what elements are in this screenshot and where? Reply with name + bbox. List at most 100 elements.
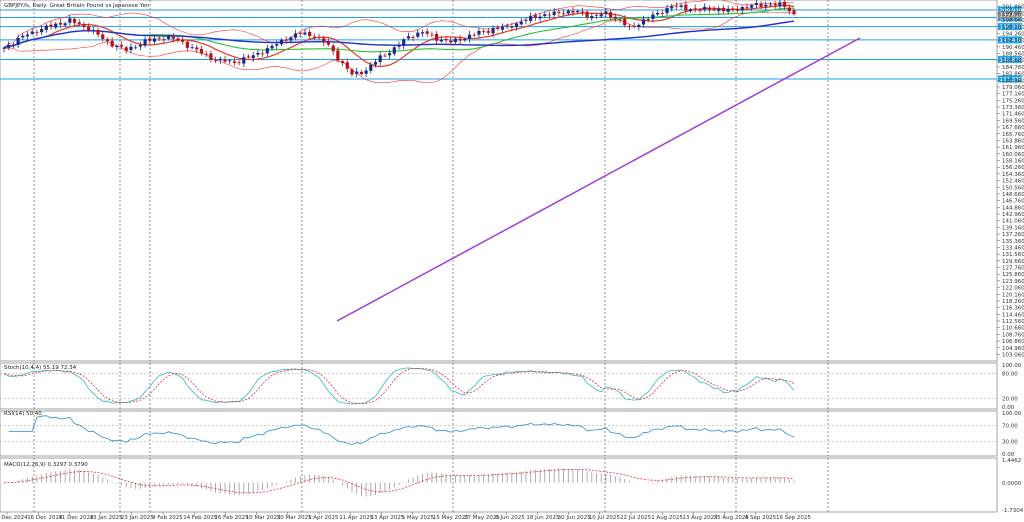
- candle-body: [792, 10, 796, 15]
- candle-body: [547, 14, 552, 16]
- candle-body: [759, 3, 763, 7]
- bollinger-lower: [3, 12, 795, 84]
- candle-body: [674, 5, 679, 7]
- price-axis-label: 139.160: [1002, 225, 1024, 231]
- grid-lines: [33, 0, 829, 512]
- candle-body: [651, 14, 655, 19]
- price-axis-label: 192.360: [1002, 38, 1024, 44]
- panel-axis-label: 0.00: [1002, 405, 1015, 411]
- time-axis-label: 31 Dec 2024: [58, 515, 94, 521]
- candle-body: [467, 34, 472, 39]
- candle-body: [256, 52, 260, 55]
- price-axis-label: 158.160: [1002, 159, 1024, 165]
- candle-body: [392, 47, 396, 54]
- candle-body: [148, 38, 152, 41]
- candle-body: [2, 47, 6, 49]
- candle-body: [124, 47, 128, 51]
- candle-body: [49, 24, 53, 27]
- time-axis-label: 5 May 2025: [402, 515, 435, 521]
- candle-body: [21, 35, 25, 38]
- price-axis-label: 182.860: [1002, 72, 1024, 78]
- level-price-label: 198.790: [1000, 15, 1023, 21]
- candle-body: [40, 29, 44, 33]
- price-axis-label: 173.360: [1002, 105, 1024, 111]
- candle-body: [359, 72, 363, 75]
- candle-body: [63, 23, 67, 26]
- candle-body: [458, 38, 462, 41]
- panel-axis-label: 0.00: [1002, 452, 1015, 458]
- candle-body: [58, 22, 63, 25]
- candle-body: [533, 15, 537, 18]
- candle-body: [237, 61, 241, 63]
- candle-body: [590, 16, 594, 19]
- candle-body: [152, 38, 157, 42]
- level-price-label: 186.870: [1000, 57, 1023, 63]
- candle-body: [482, 31, 486, 33]
- candle-body: [764, 4, 768, 7]
- candle-body: [580, 11, 584, 13]
- candle-body: [707, 7, 711, 10]
- candle-body: [308, 31, 312, 36]
- price-axis-label: 171.460: [1002, 112, 1024, 118]
- candle-body: [604, 11, 608, 14]
- time-axis-label: 20 Mar 2025: [277, 515, 312, 521]
- level-price-tag: [998, 55, 1022, 63]
- stoch-main-line: [3, 367, 795, 405]
- candle-body: [378, 55, 382, 62]
- candle-body: [773, 4, 777, 6]
- candle-body: [303, 32, 307, 35]
- time-axis-label: 26 Feb 2025: [214, 515, 249, 521]
- level-price-label: 192.430: [1000, 38, 1023, 44]
- candle-body: [670, 6, 674, 9]
- candle-body: [538, 16, 542, 19]
- candle-body: [688, 9, 693, 12]
- candle-body: [684, 4, 688, 11]
- price-axis-label: 112.560: [1002, 319, 1024, 325]
- price-axis-label: 131.560: [1002, 252, 1024, 258]
- candle-body: [298, 33, 302, 34]
- candle-body: [754, 3, 758, 6]
- candlesticks: [2, 0, 796, 78]
- current-price-tag: [998, 11, 1022, 19]
- candle-body: [472, 34, 476, 36]
- panel-axis-label: 1.4462: [1002, 458, 1021, 464]
- candle-body: [101, 34, 105, 39]
- candle-body: [322, 38, 326, 43]
- candle-body: [326, 41, 331, 45]
- price-axis-label: 116.360: [1002, 306, 1024, 312]
- candle-body: [420, 32, 425, 34]
- candle-body: [181, 40, 185, 42]
- candle-body: [609, 12, 613, 18]
- candle-body: [44, 25, 48, 30]
- price-axis-label: 106.860: [1002, 339, 1024, 345]
- price-axis-label: 129.660: [1002, 259, 1024, 265]
- candle-body: [491, 28, 495, 34]
- candle-body: [134, 47, 138, 49]
- candle-body: [166, 36, 171, 39]
- candle-body: [656, 12, 660, 15]
- panel-axis-label: 70.00: [1002, 423, 1018, 429]
- candle-body: [35, 32, 39, 34]
- trend-line: [336, 37, 861, 322]
- candle-body: [246, 56, 251, 58]
- candle-body: [387, 53, 392, 56]
- candle-body: [693, 8, 697, 10]
- candle-body: [91, 30, 95, 31]
- macd-signal-line: [3, 469, 795, 494]
- price-axis-label: 123.960: [1002, 279, 1024, 285]
- candle-body: [646, 19, 650, 20]
- candle-body: [143, 39, 147, 46]
- price-axis-label: 110.660: [1002, 326, 1024, 332]
- stoch-title: Stoch(10,4,4) 55.19 72.34: [4, 365, 77, 371]
- level-price-tag: [998, 36, 1022, 44]
- time-axis-label: 10 Mar 2025: [246, 515, 281, 521]
- time-axis-label: 23 Jan 2025: [121, 515, 154, 521]
- time-axis-label: 11 Apr 2025: [339, 515, 374, 521]
- candle-body: [585, 11, 589, 18]
- price-axis-label: 118.260: [1002, 299, 1024, 305]
- trend-line-group[interactable]: [336, 37, 861, 322]
- candle-body: [641, 19, 646, 25]
